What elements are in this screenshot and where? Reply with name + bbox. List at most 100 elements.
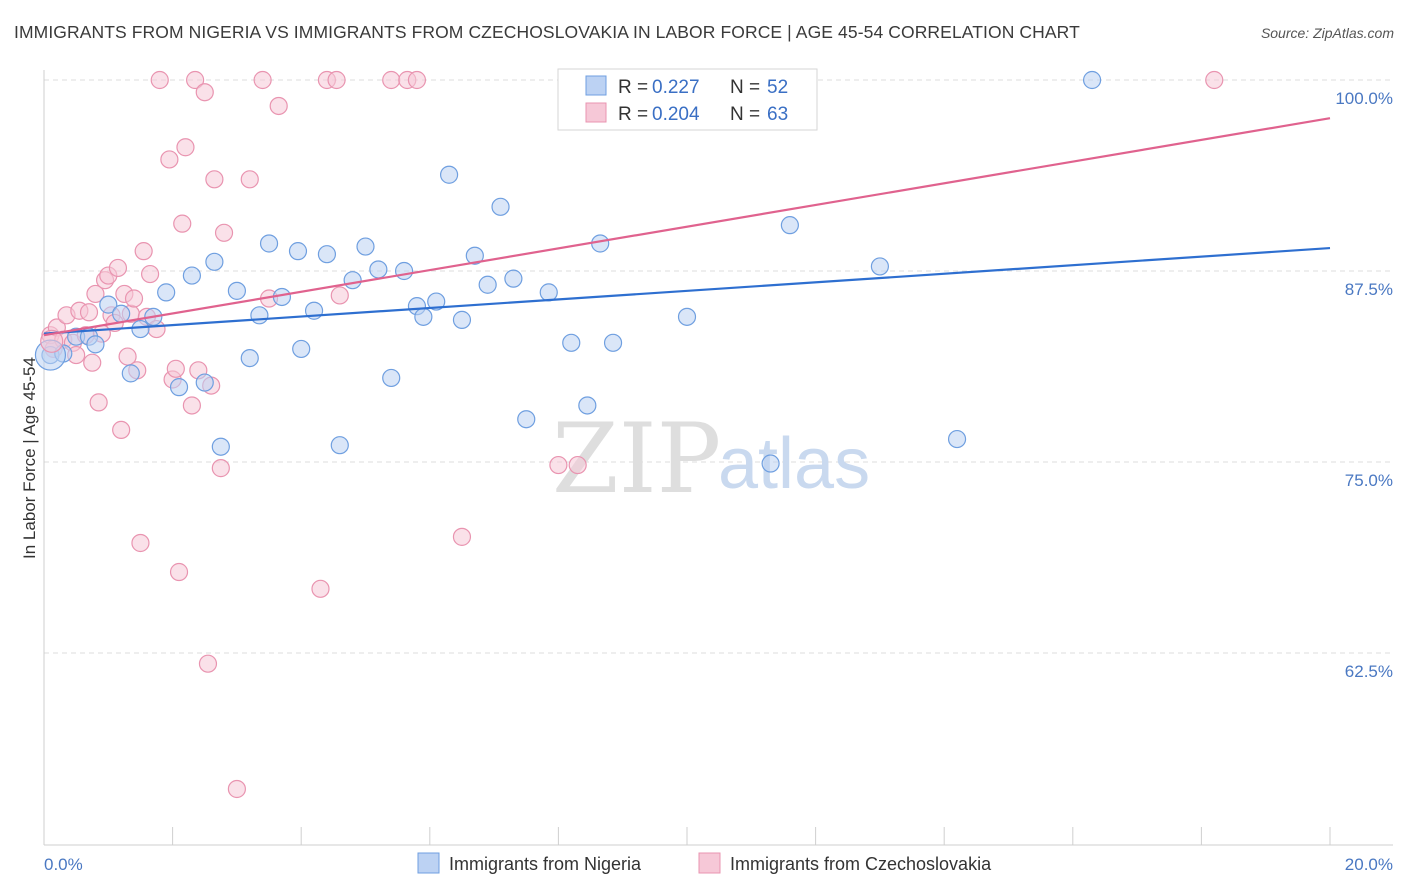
y-tick-label: 75.0%: [1345, 471, 1393, 490]
bottom-legend-swatch-czechoslovakia: [698, 852, 721, 874]
data-point: [568, 455, 587, 475]
data-point: [176, 138, 195, 157]
data-point: [112, 304, 131, 323]
data-point: [211, 437, 230, 456]
data-point: [1205, 70, 1224, 90]
data-point: [211, 459, 230, 478]
y-axis-label: In Labor Force | Age 45-54: [20, 357, 39, 559]
legend-swatch-nigeria: [585, 75, 607, 96]
data-point: [947, 429, 967, 449]
legend-n-label: N =: [730, 77, 760, 98]
data-point: [343, 271, 362, 290]
data-point: [549, 455, 568, 475]
data-points: [34, 70, 1224, 799]
x-tick-labels: 0.0% 20.0%: [44, 855, 1393, 874]
data-point: [205, 170, 224, 189]
data-point: [240, 348, 259, 368]
bottom-legend: Immigrants from Nigeria Immigrants from …: [417, 852, 992, 874]
legend-n-label: N =: [730, 104, 760, 125]
x-tick-label: 20.0%: [1345, 855, 1393, 874]
data-point: [382, 70, 401, 90]
watermark: ZIP atlas: [552, 403, 870, 515]
data-point: [317, 245, 337, 264]
data-point: [169, 562, 189, 582]
data-point: [330, 286, 349, 305]
chart-title: IMMIGRANTS FROM NIGERIA VS IMMIGRANTS FR…: [14, 22, 1080, 42]
legend-r-label: R =: [618, 77, 648, 98]
data-point: [195, 373, 214, 392]
data-point: [173, 214, 192, 233]
data-point: [382, 368, 401, 388]
data-point: [124, 289, 144, 308]
trend-line: [43, 246, 1331, 335]
legend-r-value-nigeria: 0.227: [652, 77, 700, 98]
legend-n-value-czechoslovakia: 63: [767, 104, 788, 125]
data-point: [169, 378, 189, 397]
data-point: [121, 364, 140, 383]
data-point: [182, 396, 201, 415]
axes: [43, 70, 1393, 846]
data-point: [578, 396, 597, 415]
x-tick-label: 0.0%: [44, 855, 83, 874]
data-point: [539, 283, 558, 302]
y-tick-label: 62.5%: [1345, 662, 1393, 681]
data-point: [89, 393, 108, 412]
data-point: [407, 70, 427, 90]
legend-n-value-nigeria: 52: [767, 77, 788, 98]
data-point: [452, 310, 472, 329]
data-point: [465, 246, 484, 265]
data-point: [205, 252, 224, 271]
watermark-atlas: atlas: [718, 424, 870, 504]
data-point: [166, 359, 185, 378]
data-point: [186, 70, 205, 90]
data-point: [214, 223, 234, 242]
data-point: [327, 70, 346, 90]
data-point: [677, 307, 697, 326]
data-point: [414, 307, 433, 326]
data-point: [240, 170, 259, 189]
data-point: [83, 353, 102, 372]
data-point: [131, 533, 150, 553]
data-point: [452, 527, 472, 546]
data-point: [311, 579, 330, 598]
data-point: [330, 436, 349, 455]
data-point: [195, 83, 214, 102]
data-point: [269, 96, 288, 116]
data-point: [439, 165, 459, 184]
data-point: [369, 260, 388, 279]
legend-r-value-czechoslovakia: 0.204: [652, 104, 700, 125]
trend-line: [43, 117, 1331, 337]
data-point: [140, 264, 160, 284]
data-point: [504, 269, 523, 288]
data-point: [131, 319, 150, 339]
y-tick-label: 100.0%: [1335, 89, 1393, 108]
y-tick-label: 87.5%: [1345, 280, 1393, 299]
bottom-legend-swatch-nigeria: [417, 852, 440, 874]
data-point: [427, 292, 446, 311]
data-point: [253, 70, 272, 90]
data-point: [198, 654, 218, 673]
data-point: [79, 303, 99, 322]
data-point: [394, 261, 414, 281]
y-tick-labels: 62.5% 75.0% 87.5% 100.0%: [1335, 89, 1393, 681]
data-point: [150, 70, 169, 90]
data-point: [182, 266, 201, 285]
correlation-legend: R = 0.227 N = 52 R = 0.204 N = 63: [557, 68, 818, 131]
data-point: [108, 258, 128, 278]
data-point: [356, 237, 375, 256]
data-point: [1082, 70, 1102, 90]
trend-lines: [43, 117, 1331, 337]
data-point: [761, 454, 780, 473]
bottom-legend-label-nigeria: Immigrants from Nigeria: [449, 854, 642, 874]
data-point: [134, 242, 153, 261]
data-point: [780, 216, 799, 235]
data-point: [112, 420, 131, 440]
data-point: [562, 333, 581, 352]
legend-swatch-czechoslovakia: [585, 102, 607, 123]
data-point: [99, 295, 118, 314]
data-point: [288, 242, 308, 261]
data-point: [227, 779, 246, 799]
data-point: [478, 275, 497, 294]
data-point: [86, 284, 105, 304]
